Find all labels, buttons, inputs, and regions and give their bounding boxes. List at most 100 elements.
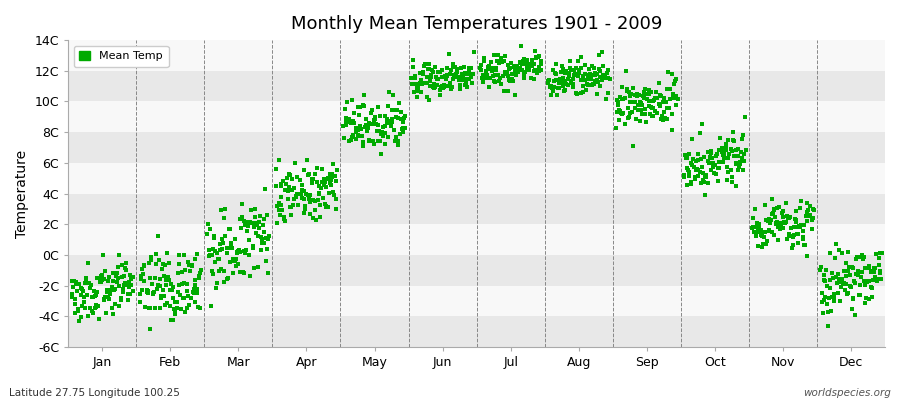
Point (724, 174, 739, 180)
Point (634, 100, 648, 106)
Point (630, 91, 644, 97)
Point (772, 204, 787, 210)
Point (774, 220, 788, 227)
Point (367, 117, 382, 123)
Point (122, 296, 136, 303)
Point (242, 219, 256, 226)
Point (784, 224, 798, 231)
Point (695, 164, 709, 170)
Point (518, 69, 532, 76)
Point (637, 94, 652, 101)
Point (269, 183, 284, 189)
Point (837, 268, 851, 274)
Point (226, 270, 240, 277)
Point (409, 80, 423, 87)
Point (548, 71, 562, 77)
Point (383, 123, 398, 129)
Point (827, 295, 842, 302)
Point (850, 272, 865, 278)
Point (619, 86, 634, 92)
Point (670, 96, 685, 102)
Point (140, 287, 154, 294)
Point (398, 125, 412, 131)
Point (485, 67, 500, 74)
Point (550, 92, 564, 98)
Point (682, 172, 697, 179)
Point (166, 284, 181, 290)
Point (848, 312, 862, 318)
Point (124, 276, 139, 282)
Point (229, 263, 243, 270)
Point (134, 273, 148, 279)
Point (510, 63, 525, 70)
Point (353, 122, 367, 129)
Point (455, 76, 470, 83)
Point (278, 180, 293, 187)
Point (647, 97, 662, 104)
Point (634, 111, 649, 117)
Point (95, 272, 110, 278)
Point (571, 57, 585, 64)
Point (78, 276, 93, 282)
Point (152, 305, 166, 312)
Point (426, 84, 440, 91)
Point (580, 81, 594, 87)
Point (117, 282, 131, 288)
Point (298, 202, 312, 209)
Point (506, 78, 520, 85)
Point (832, 247, 847, 253)
Point (830, 280, 844, 286)
Point (457, 76, 472, 83)
Point (220, 250, 235, 256)
Point (806, 206, 821, 213)
Point (302, 196, 316, 202)
Point (226, 256, 240, 262)
Point (554, 68, 568, 75)
Point (172, 260, 186, 267)
Point (162, 287, 176, 294)
Point (443, 82, 457, 88)
Point (282, 171, 296, 178)
Point (599, 70, 614, 76)
Point (91, 303, 105, 309)
Point (697, 179, 711, 185)
Point (216, 268, 230, 274)
Point (194, 267, 209, 274)
Point (734, 149, 748, 155)
Point (113, 297, 128, 303)
Point (745, 224, 760, 231)
Point (477, 74, 491, 80)
Point (440, 73, 454, 79)
Point (428, 64, 443, 70)
Point (778, 200, 793, 207)
Point (167, 310, 182, 317)
Point (769, 220, 783, 226)
Point (393, 116, 408, 122)
Point (850, 256, 864, 262)
Point (156, 261, 170, 268)
Point (767, 206, 781, 213)
Point (160, 274, 175, 280)
Point (582, 66, 597, 72)
Point (535, 67, 549, 73)
Point (268, 166, 283, 172)
Point (243, 272, 257, 279)
Point (313, 202, 328, 208)
Point (302, 192, 317, 198)
Point (620, 88, 634, 94)
Point (141, 305, 156, 311)
Point (482, 63, 496, 69)
Point (501, 77, 516, 83)
Point (755, 233, 770, 240)
Point (738, 114, 752, 120)
Point (776, 214, 790, 220)
Point (728, 183, 742, 189)
Point (326, 188, 340, 195)
Point (122, 284, 136, 290)
Point (726, 152, 741, 159)
Point (364, 110, 378, 116)
Point (104, 287, 118, 293)
Point (826, 275, 841, 281)
Point (479, 75, 493, 82)
Point (491, 52, 505, 58)
